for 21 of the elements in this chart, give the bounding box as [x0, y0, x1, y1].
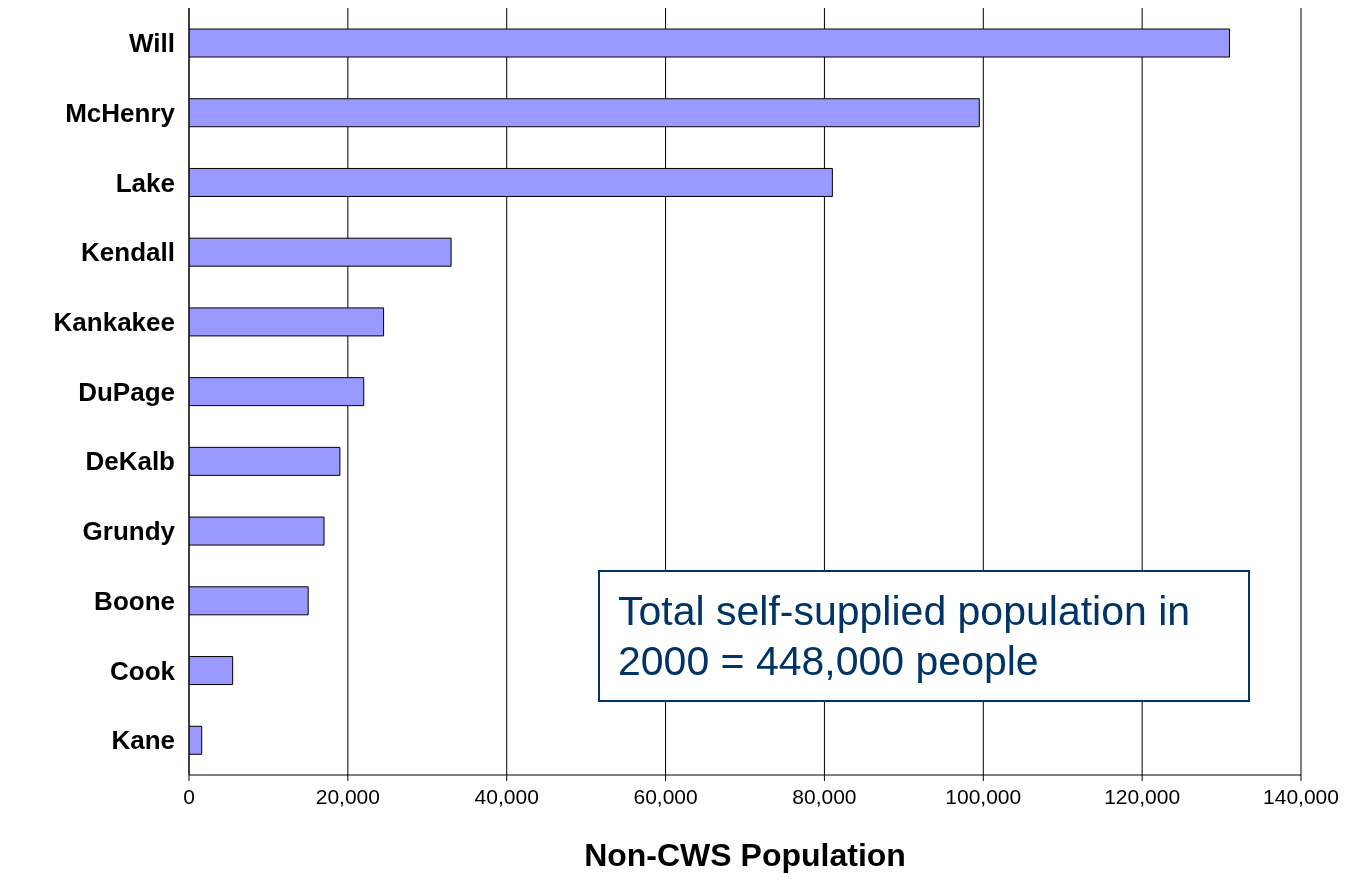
y-tick-label: Kane [111, 725, 175, 756]
y-tick-label: DuPage [78, 376, 175, 407]
x-tick-label: 60,000 [633, 784, 698, 808]
x-tick-label: 80,000 [792, 784, 857, 808]
y-tick-label: Will [129, 28, 175, 59]
y-tick-label: DeKalb [85, 446, 175, 477]
x-axis-title: Non-CWS Population [584, 837, 906, 873]
x-tick-label: 0 [183, 784, 195, 808]
x-tick-label: 40,000 [474, 784, 539, 808]
y-tick-label: Cook [110, 655, 176, 686]
y-tick-label: Boone [94, 585, 175, 616]
x-tick-label: 20,000 [315, 784, 380, 808]
y-tick-label: Lake [115, 167, 175, 198]
annotation: Total self-supplied population in 2000 = 448,000 people [598, 570, 1250, 702]
y-tick-label: McHenry [65, 97, 176, 128]
y-tick-label: Grundy [82, 516, 176, 547]
x-tick-label: 120,000 [1104, 784, 1181, 808]
x-tick-label: 140,000 [1263, 784, 1339, 808]
y-tick-label: Kankakee [53, 307, 175, 337]
x-tick-label: 100,000 [945, 784, 1022, 808]
y-tick-label: Kendall [81, 237, 175, 268]
